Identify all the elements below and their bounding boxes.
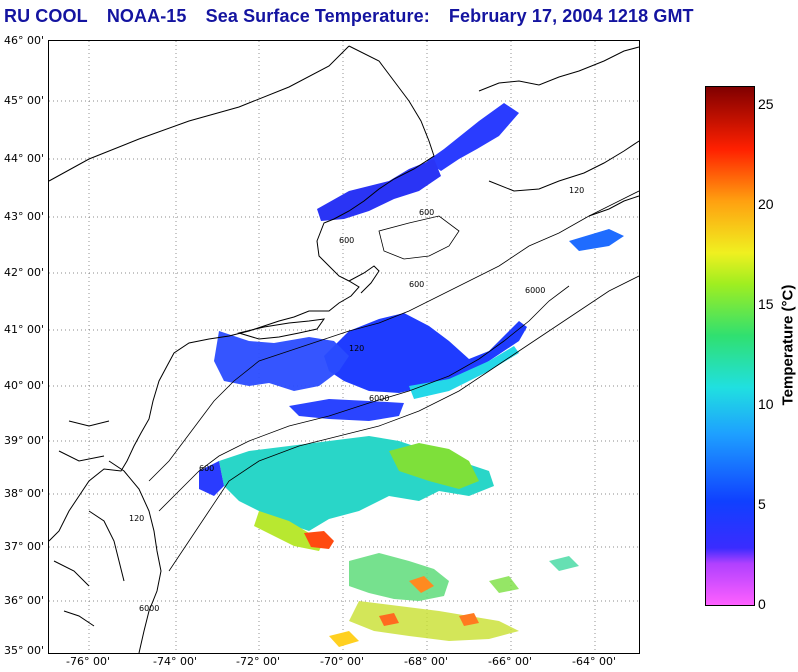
sst-patch-warm-band [389, 443, 479, 489]
temperature-colorbar [705, 86, 755, 606]
lat-label-39: 39° 00' [3, 434, 44, 447]
sst-patch-maine-coast [317, 159, 441, 221]
colorbar-tick-0: 0 [758, 596, 766, 612]
lat-label-44: 44° 00' [3, 152, 44, 165]
lat-label-38: 38° 00' [3, 487, 44, 500]
lon-label-68: -68° 00' [404, 655, 448, 668]
sst-patch-scotian-shelf [569, 229, 624, 251]
sst-patch-georges-bank [324, 313, 527, 393]
lon-label-64: -64° 00' [572, 655, 616, 668]
sst-map-canvas: 600 600 600 120 120 6000 6000 6000 600 1… [49, 41, 639, 653]
title-datetime: February 17, 2004 1218 GMT [448, 6, 694, 26]
isobath-label-120-a: 120 [569, 186, 584, 195]
isobath-6000 [168, 275, 639, 572]
lat-label-37: 37° 00' [3, 540, 44, 553]
colorbar-axis-label: Temperature (°C) [779, 284, 797, 406]
isobath-label-120-b: 120 [349, 344, 364, 353]
isobath-label-600-d: 600 [199, 464, 214, 473]
sst-patch-shelf-break [409, 346, 519, 399]
isobath-label-600-c: 600 [409, 280, 424, 289]
isobath-label-6000-b: 6000 [525, 286, 545, 295]
isobath-120 [148, 190, 639, 482]
sst-patch-gulf-stream-hot [304, 531, 334, 549]
lon-label-76: -76° 00' [66, 655, 110, 668]
colorbar-gradient [706, 87, 754, 605]
sst-patch-southern-speckles [329, 553, 579, 647]
title-satellite: NOAA-15 [106, 6, 187, 26]
colorbar-tick-10: 10 [758, 396, 774, 412]
isobath-600 [158, 285, 570, 512]
colorbar-tick-20: 20 [758, 196, 774, 212]
lon-label-74: -74° 00' [153, 655, 197, 668]
sst-imagery [199, 103, 624, 647]
colorbar-tick-5: 5 [758, 496, 766, 512]
colorbar-tick-25: 25 [758, 96, 774, 112]
isobath-label-600-b: 600 [419, 208, 434, 217]
lat-label-46: 46° 00' [3, 34, 44, 47]
lon-label-72: -72° 00' [236, 655, 280, 668]
river-lines [53, 420, 110, 627]
lat-label-42: 42° 00' [3, 266, 44, 279]
lat-label-41: 41° 00' [3, 323, 44, 336]
title-org: RU COOL [4, 6, 88, 26]
title-product: Sea Surface Temperature: [205, 6, 430, 26]
isobath-label-120-c: 120 [129, 514, 144, 523]
sst-patch-delaware-shelf [199, 461, 224, 496]
lat-label-36: 36° 00' [3, 594, 44, 607]
new-england-coast [49, 45, 435, 542]
lon-label-70: -70° 00' [320, 655, 364, 668]
lon-label-66: -66° 00' [488, 655, 532, 668]
long-island [237, 318, 326, 340]
isobath-label-6000-c: 6000 [139, 604, 159, 613]
coastline [49, 45, 639, 653]
lat-label-43: 43° 00' [3, 210, 44, 223]
nova-scotia-coast [478, 46, 639, 217]
chesapeake-coast [88, 460, 162, 653]
lat-label-35: 35° 00' [3, 644, 44, 657]
sst-patch-bay-of-fundy [427, 103, 519, 171]
sst-map: 600 600 600 120 120 6000 6000 6000 600 1… [48, 40, 640, 654]
lat-label-40: 40° 00' [3, 379, 44, 392]
map-title: RU COOL NOAA-15 Sea Surface Temperature:… [4, 6, 694, 27]
isobaths [148, 190, 639, 572]
sst-patch-long-island-sound [214, 331, 349, 391]
lat-label-45: 45° 00' [3, 94, 44, 107]
sst-patch-gulf-stream-west [254, 511, 324, 551]
isobath-label-600-a: 600 [339, 236, 354, 245]
colorbar-tick-15: 15 [758, 296, 774, 312]
cape-cod [348, 265, 380, 294]
isobath-labels: 600 600 600 120 120 6000 6000 6000 600 1… [129, 186, 584, 613]
isobath-label-6000-a: 6000 [369, 394, 389, 403]
isobath-basin [378, 215, 460, 260]
